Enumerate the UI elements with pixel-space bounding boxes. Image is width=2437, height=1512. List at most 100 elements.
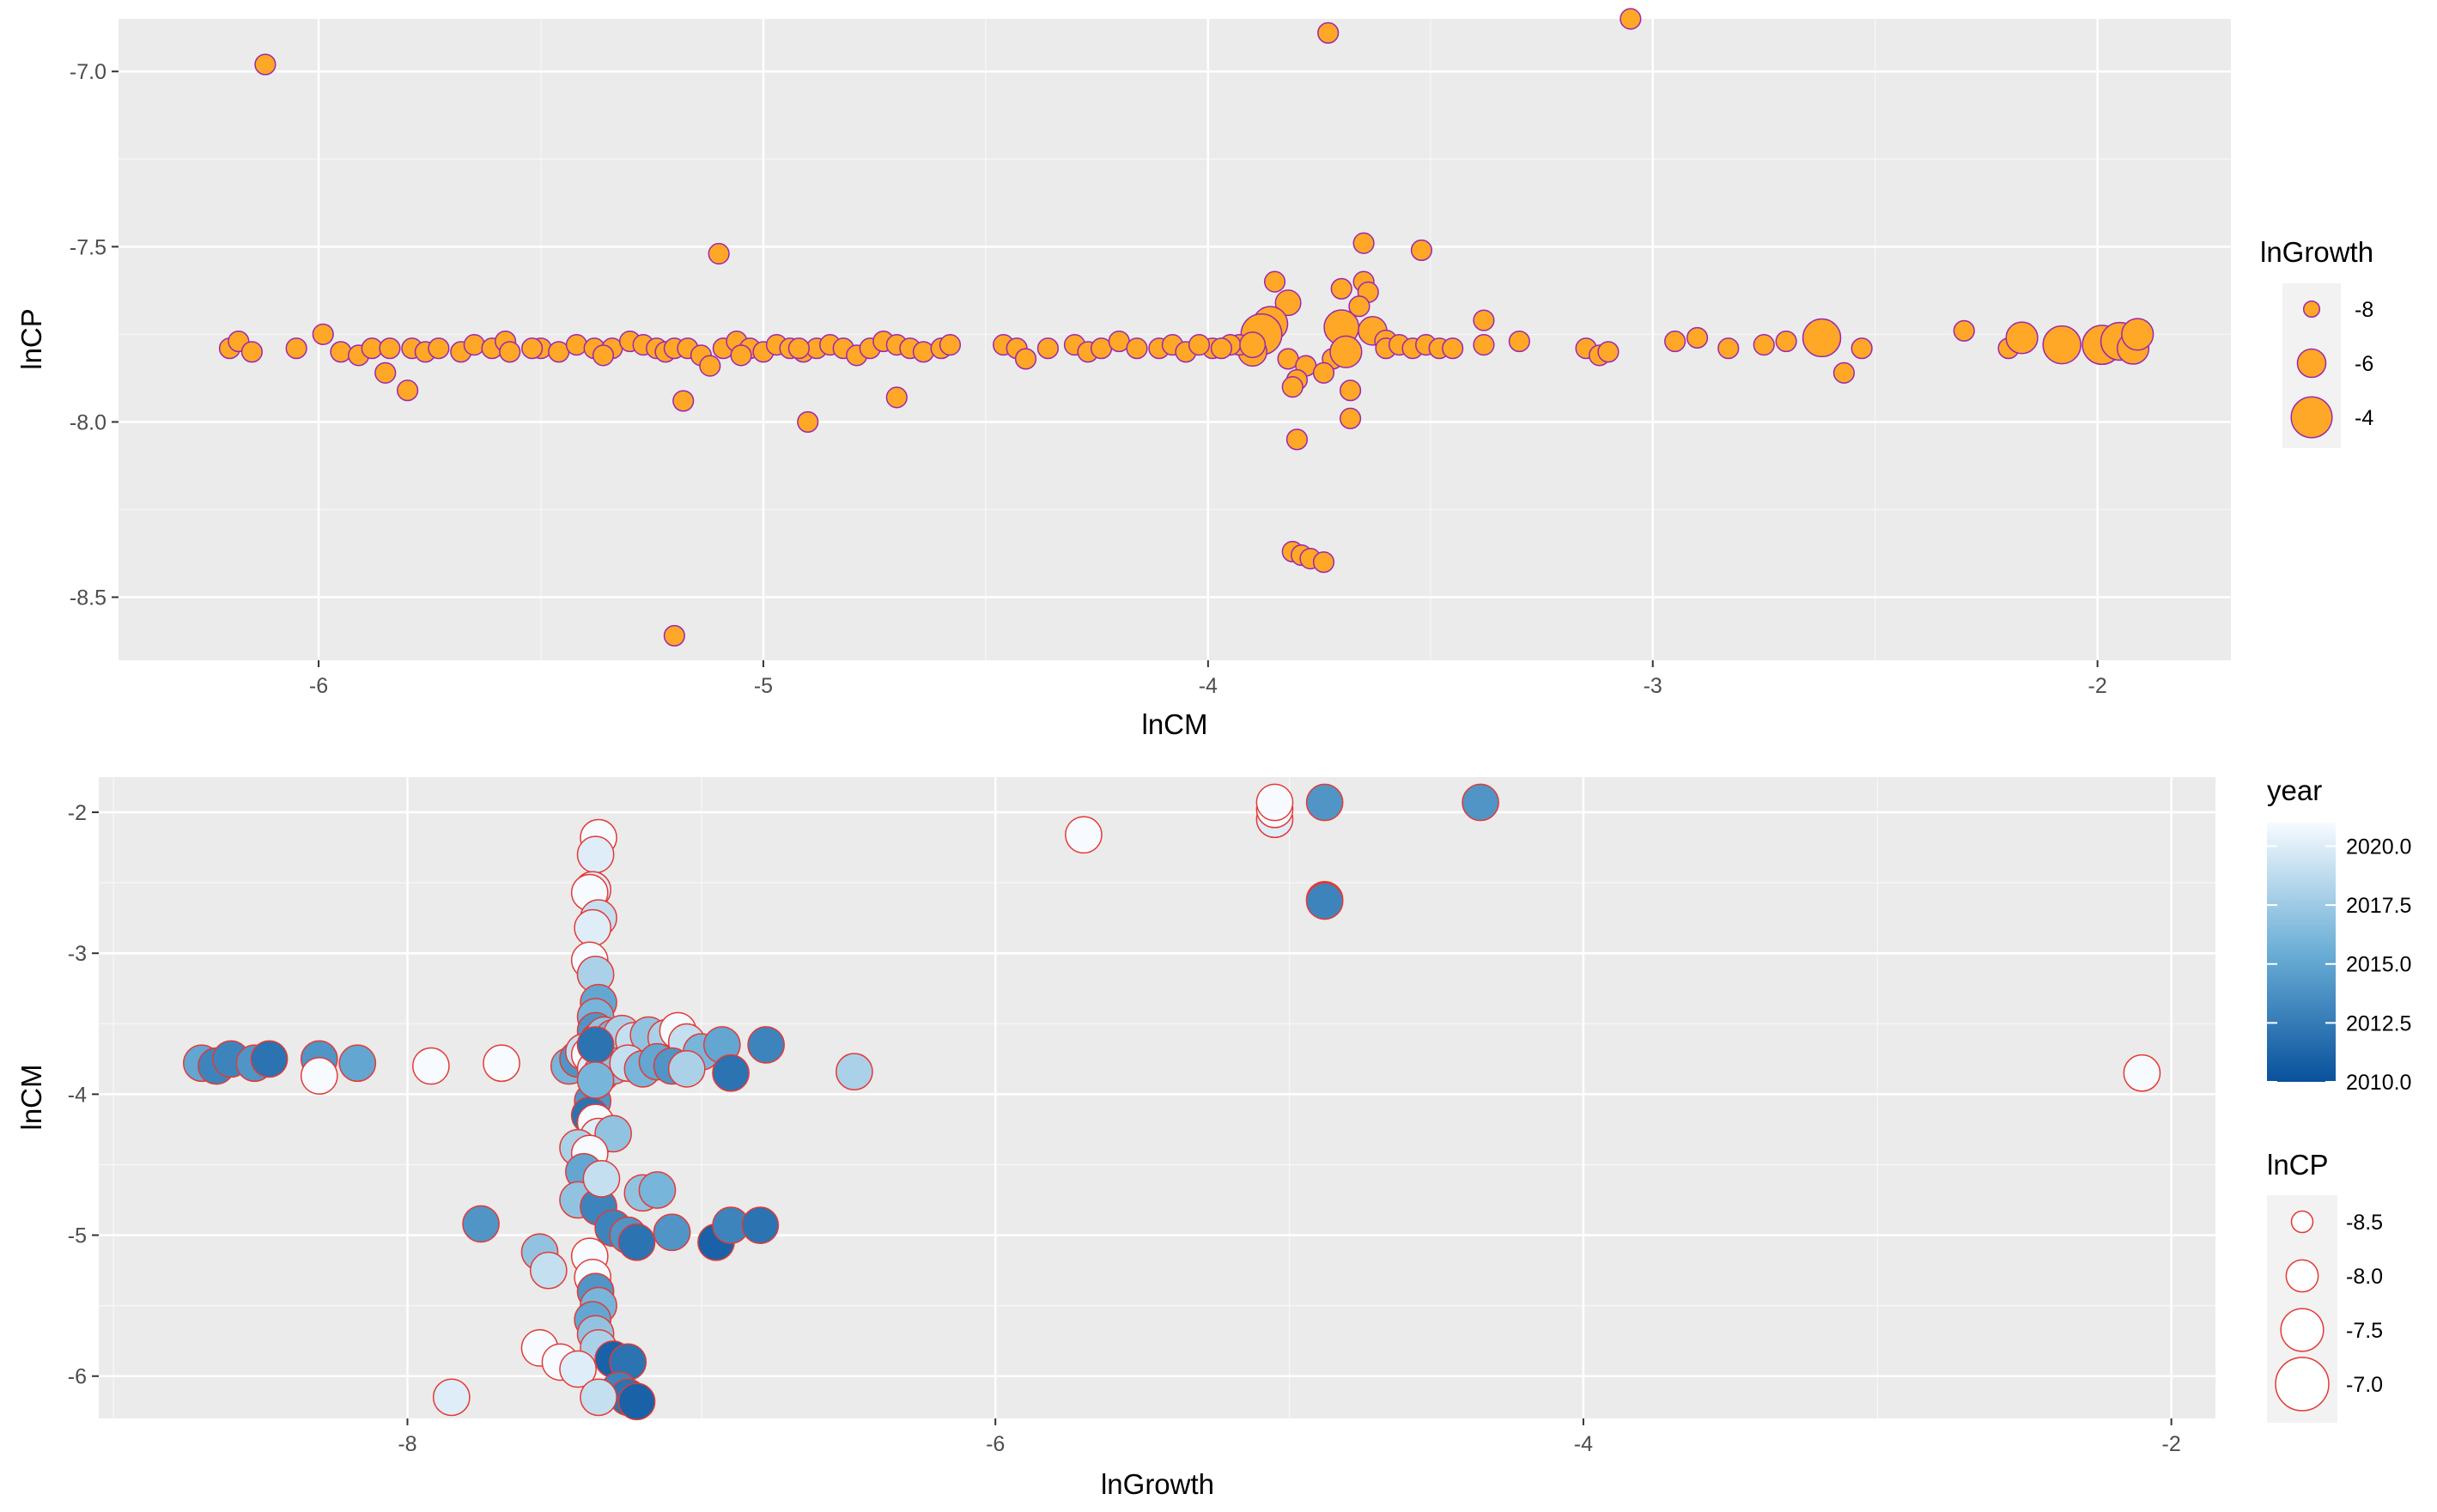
top-x-tick-label: -6 <box>309 674 328 698</box>
top-point <box>1442 337 1464 360</box>
top-size-legend-key <box>2302 300 2321 319</box>
top-size-legend: lnGrowth -8 -6 -4 <box>2260 236 2373 448</box>
top-point <box>1410 239 1433 262</box>
top-point <box>1330 277 1352 300</box>
bottom-point <box>1462 783 1499 822</box>
bottom-x-tick-label: -4 <box>1574 1432 1593 1456</box>
bottom-y-axis-title: lnCM <box>15 1064 47 1130</box>
top-point <box>708 242 730 265</box>
top-chart-x-ticks: -6 -5 -4 -3 -2 <box>309 660 2107 698</box>
bottom-chart-grid <box>99 777 2215 1418</box>
bottom-point <box>1305 783 1344 822</box>
bottom-point <box>576 1026 615 1064</box>
top-point <box>1753 334 1775 356</box>
top-point <box>1620 8 1642 30</box>
bottom-point <box>667 1049 706 1088</box>
top-point <box>1802 318 1842 358</box>
bottom-point <box>617 1382 656 1421</box>
bottom-point <box>836 1053 873 1090</box>
top-x-tick-label: -3 <box>1644 674 1662 698</box>
bottom-point <box>462 1205 500 1243</box>
top-point <box>1473 334 1495 356</box>
top-point <box>521 337 544 360</box>
bottom-size-legend-key <box>2275 1357 2330 1412</box>
bottom-y-tick-label: -3 <box>68 942 87 966</box>
top-point <box>1263 270 1286 293</box>
top-point <box>797 410 819 434</box>
bottom-point <box>529 1251 568 1290</box>
top-point <box>1352 232 1375 254</box>
top-point <box>2121 318 2154 351</box>
bottom-point <box>712 1054 750 1092</box>
bottom-point <box>574 908 612 947</box>
top-point <box>1832 361 1856 384</box>
top-point <box>939 334 962 356</box>
bottom-x-tick-label: -6 <box>986 1432 1005 1456</box>
bottom-size-legend-items: -8.5 -8.0 -7.5 -7.0 <box>2275 1210 2383 1412</box>
top-point <box>312 323 334 345</box>
top-point <box>1597 341 1620 363</box>
bottom-x-tick-label: -8 <box>398 1432 416 1456</box>
bottom-color-legend-label: 2017.5 <box>2346 894 2411 918</box>
top-point <box>1348 295 1370 318</box>
bottom-point <box>559 1350 597 1388</box>
top-point <box>699 355 721 377</box>
bottom-y-tick-label: -5 <box>68 1224 87 1248</box>
bottom-chart-y-ticks: -6 -5 -4 -3 -2 <box>68 801 99 1389</box>
bottom-size-legend-label: -7.5 <box>2346 1319 2383 1343</box>
top-point <box>885 386 908 409</box>
bottom-x-axis-title: lnGrowth <box>1101 1468 1214 1500</box>
top-point <box>1188 334 1211 356</box>
bottom-chart: -8 -6 -4 -2 -6 -5 -4 -3 -2 lnGrowth lnCM year 2… <box>15 774 2411 1500</box>
bottom-point <box>617 1223 656 1261</box>
top-size-legend-key <box>2296 348 2327 379</box>
top-point <box>912 341 934 363</box>
top-chart-y-ticks: -8.5 -8.0 -7.5 -7.0 <box>70 60 119 610</box>
top-point <box>1285 428 1309 451</box>
top-point <box>1317 21 1340 44</box>
top-point <box>1036 337 1059 360</box>
bottom-size-legend-key <box>2290 1210 2314 1234</box>
bottom-point <box>747 1026 786 1064</box>
bottom-point <box>580 1378 617 1417</box>
top-point <box>1274 289 1302 317</box>
bottom-point <box>412 1047 450 1085</box>
top-point <box>1210 337 1232 360</box>
bottom-point <box>300 1057 338 1095</box>
bottom-point <box>1255 783 1294 822</box>
top-point <box>254 53 277 76</box>
top-point <box>1473 309 1495 331</box>
bottom-color-legend-bar <box>2267 823 2336 1082</box>
top-y-tick-label: -7.0 <box>70 60 106 84</box>
top-point <box>1686 326 1709 349</box>
top-point <box>672 390 695 412</box>
top-point <box>787 337 810 360</box>
bottom-color-legend-label: 2012.5 <box>2346 1011 2411 1035</box>
top-point <box>379 337 401 360</box>
top-point <box>1953 319 1975 342</box>
top-point <box>1329 335 1363 368</box>
top-point <box>1775 330 1797 353</box>
top-size-legend-label: -8 <box>2355 298 2373 322</box>
top-point <box>397 380 419 402</box>
top-x-tick-label: -2 <box>2088 674 2107 698</box>
bottom-point <box>1305 882 1344 920</box>
bottom-point <box>432 1378 471 1417</box>
top-point <box>285 337 307 360</box>
top-point <box>1126 337 1148 360</box>
bottom-size-legend-label: -8.5 <box>2346 1211 2383 1235</box>
top-point <box>2005 321 2039 355</box>
bottom-color-legend-label: 2015.0 <box>2346 953 2411 977</box>
bottom-size-legend-key <box>2285 1259 2319 1293</box>
top-point <box>1239 331 1267 359</box>
bottom-point <box>653 1213 691 1252</box>
bottom-point <box>2123 1054 2161 1092</box>
top-size-legend-label: -6 <box>2355 352 2373 376</box>
top-point <box>1508 330 1530 353</box>
bottom-size-legend-label: -7.0 <box>2346 1373 2383 1397</box>
bottom-color-legend-items: 2020.0 2017.5 2015.0 2012.5 2010.0 <box>2267 835 2411 1095</box>
bottom-chart-x-ticks: -8 -6 -4 -2 <box>398 1418 2181 1456</box>
bottom-point <box>338 1044 377 1083</box>
bottom-chart-panel <box>99 777 2215 1418</box>
bottom-point <box>741 1206 780 1244</box>
